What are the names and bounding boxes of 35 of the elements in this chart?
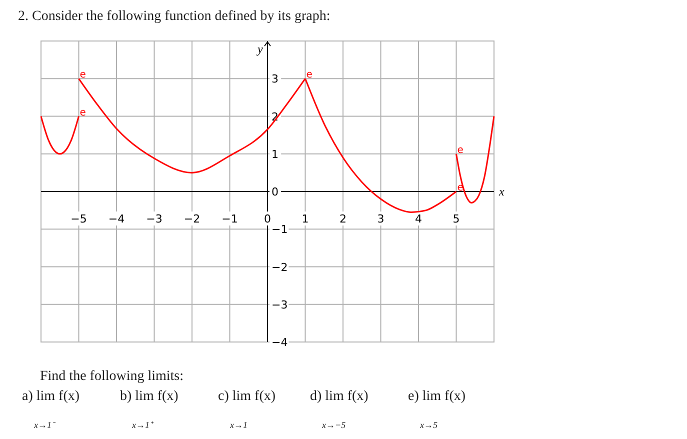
- x-tick-label: 1: [302, 212, 309, 226]
- x-tick-label: 3: [377, 212, 384, 226]
- y-tick-label: 1: [272, 148, 278, 161]
- y-axis-title: y: [256, 42, 264, 56]
- text: x→1⁺: [131, 420, 154, 430]
- y-tick-label: 0: [272, 186, 278, 198]
- x-tick-label: 5: [452, 212, 460, 226]
- x-tick-label: 4: [415, 212, 422, 226]
- annotation: e: [80, 70, 86, 81]
- text: x→1⁻: [33, 420, 56, 430]
- text: d) lim f(x): [310, 389, 369, 404]
- x-tick-label: −1: [222, 212, 238, 226]
- y-tick-label: 3: [272, 72, 278, 86]
- x-tick-label: −2: [184, 212, 200, 226]
- text: Find the following limits:: [40, 369, 184, 384]
- chart-title: 2. Consider the following function defined by its graph:: [18, 9, 330, 24]
- y-tick-label: −2: [272, 260, 288, 274]
- annotation: e: [457, 144, 464, 156]
- x-axis-title: x: [498, 184, 505, 198]
- text: a) lim f(x): [22, 389, 80, 404]
- y-tick-label: −3: [272, 298, 288, 312]
- x-tick-label: 2: [340, 212, 346, 226]
- text: b) lim f(x): [120, 389, 179, 404]
- text: e) lim f(x): [408, 389, 466, 404]
- annotation: e: [80, 107, 86, 118]
- text: x→−5: [321, 420, 346, 430]
- x-tick-label: −4: [108, 212, 125, 226]
- text: x→5: [419, 420, 438, 430]
- y-tick-label: −1: [272, 223, 288, 236]
- x-tick-label: −5: [70, 212, 87, 226]
- x-tick-label: −3: [146, 212, 162, 226]
- text: c) lim f(x): [218, 389, 276, 404]
- annotation: e: [306, 70, 312, 81]
- text: x→1: [229, 420, 248, 430]
- y-tick-label: −4: [272, 336, 288, 349]
